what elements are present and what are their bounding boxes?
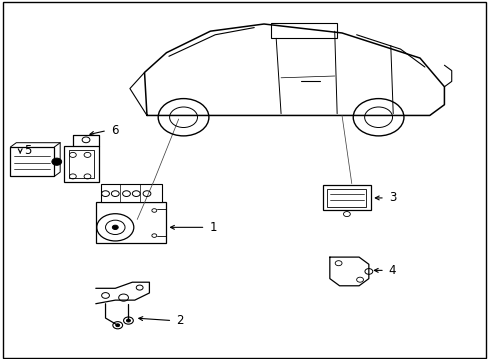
Bar [64, 146, 99, 182]
Text: 5: 5 [24, 144, 31, 157]
Bar [322, 185, 370, 211]
Text: 3: 3 [388, 192, 395, 204]
Text: 1: 1 [209, 221, 217, 234]
Circle shape [52, 158, 61, 165]
Bar [101, 184, 161, 202]
Bar [96, 202, 166, 243]
Circle shape [112, 225, 118, 229]
Bar [69, 149, 94, 178]
Text: 2: 2 [176, 314, 183, 327]
Circle shape [126, 319, 130, 322]
Text: 6: 6 [111, 124, 118, 137]
Bar [327, 189, 366, 207]
Bar [10, 147, 54, 176]
Text: 4: 4 [388, 264, 395, 277]
Bar [271, 23, 336, 39]
Circle shape [116, 324, 120, 327]
